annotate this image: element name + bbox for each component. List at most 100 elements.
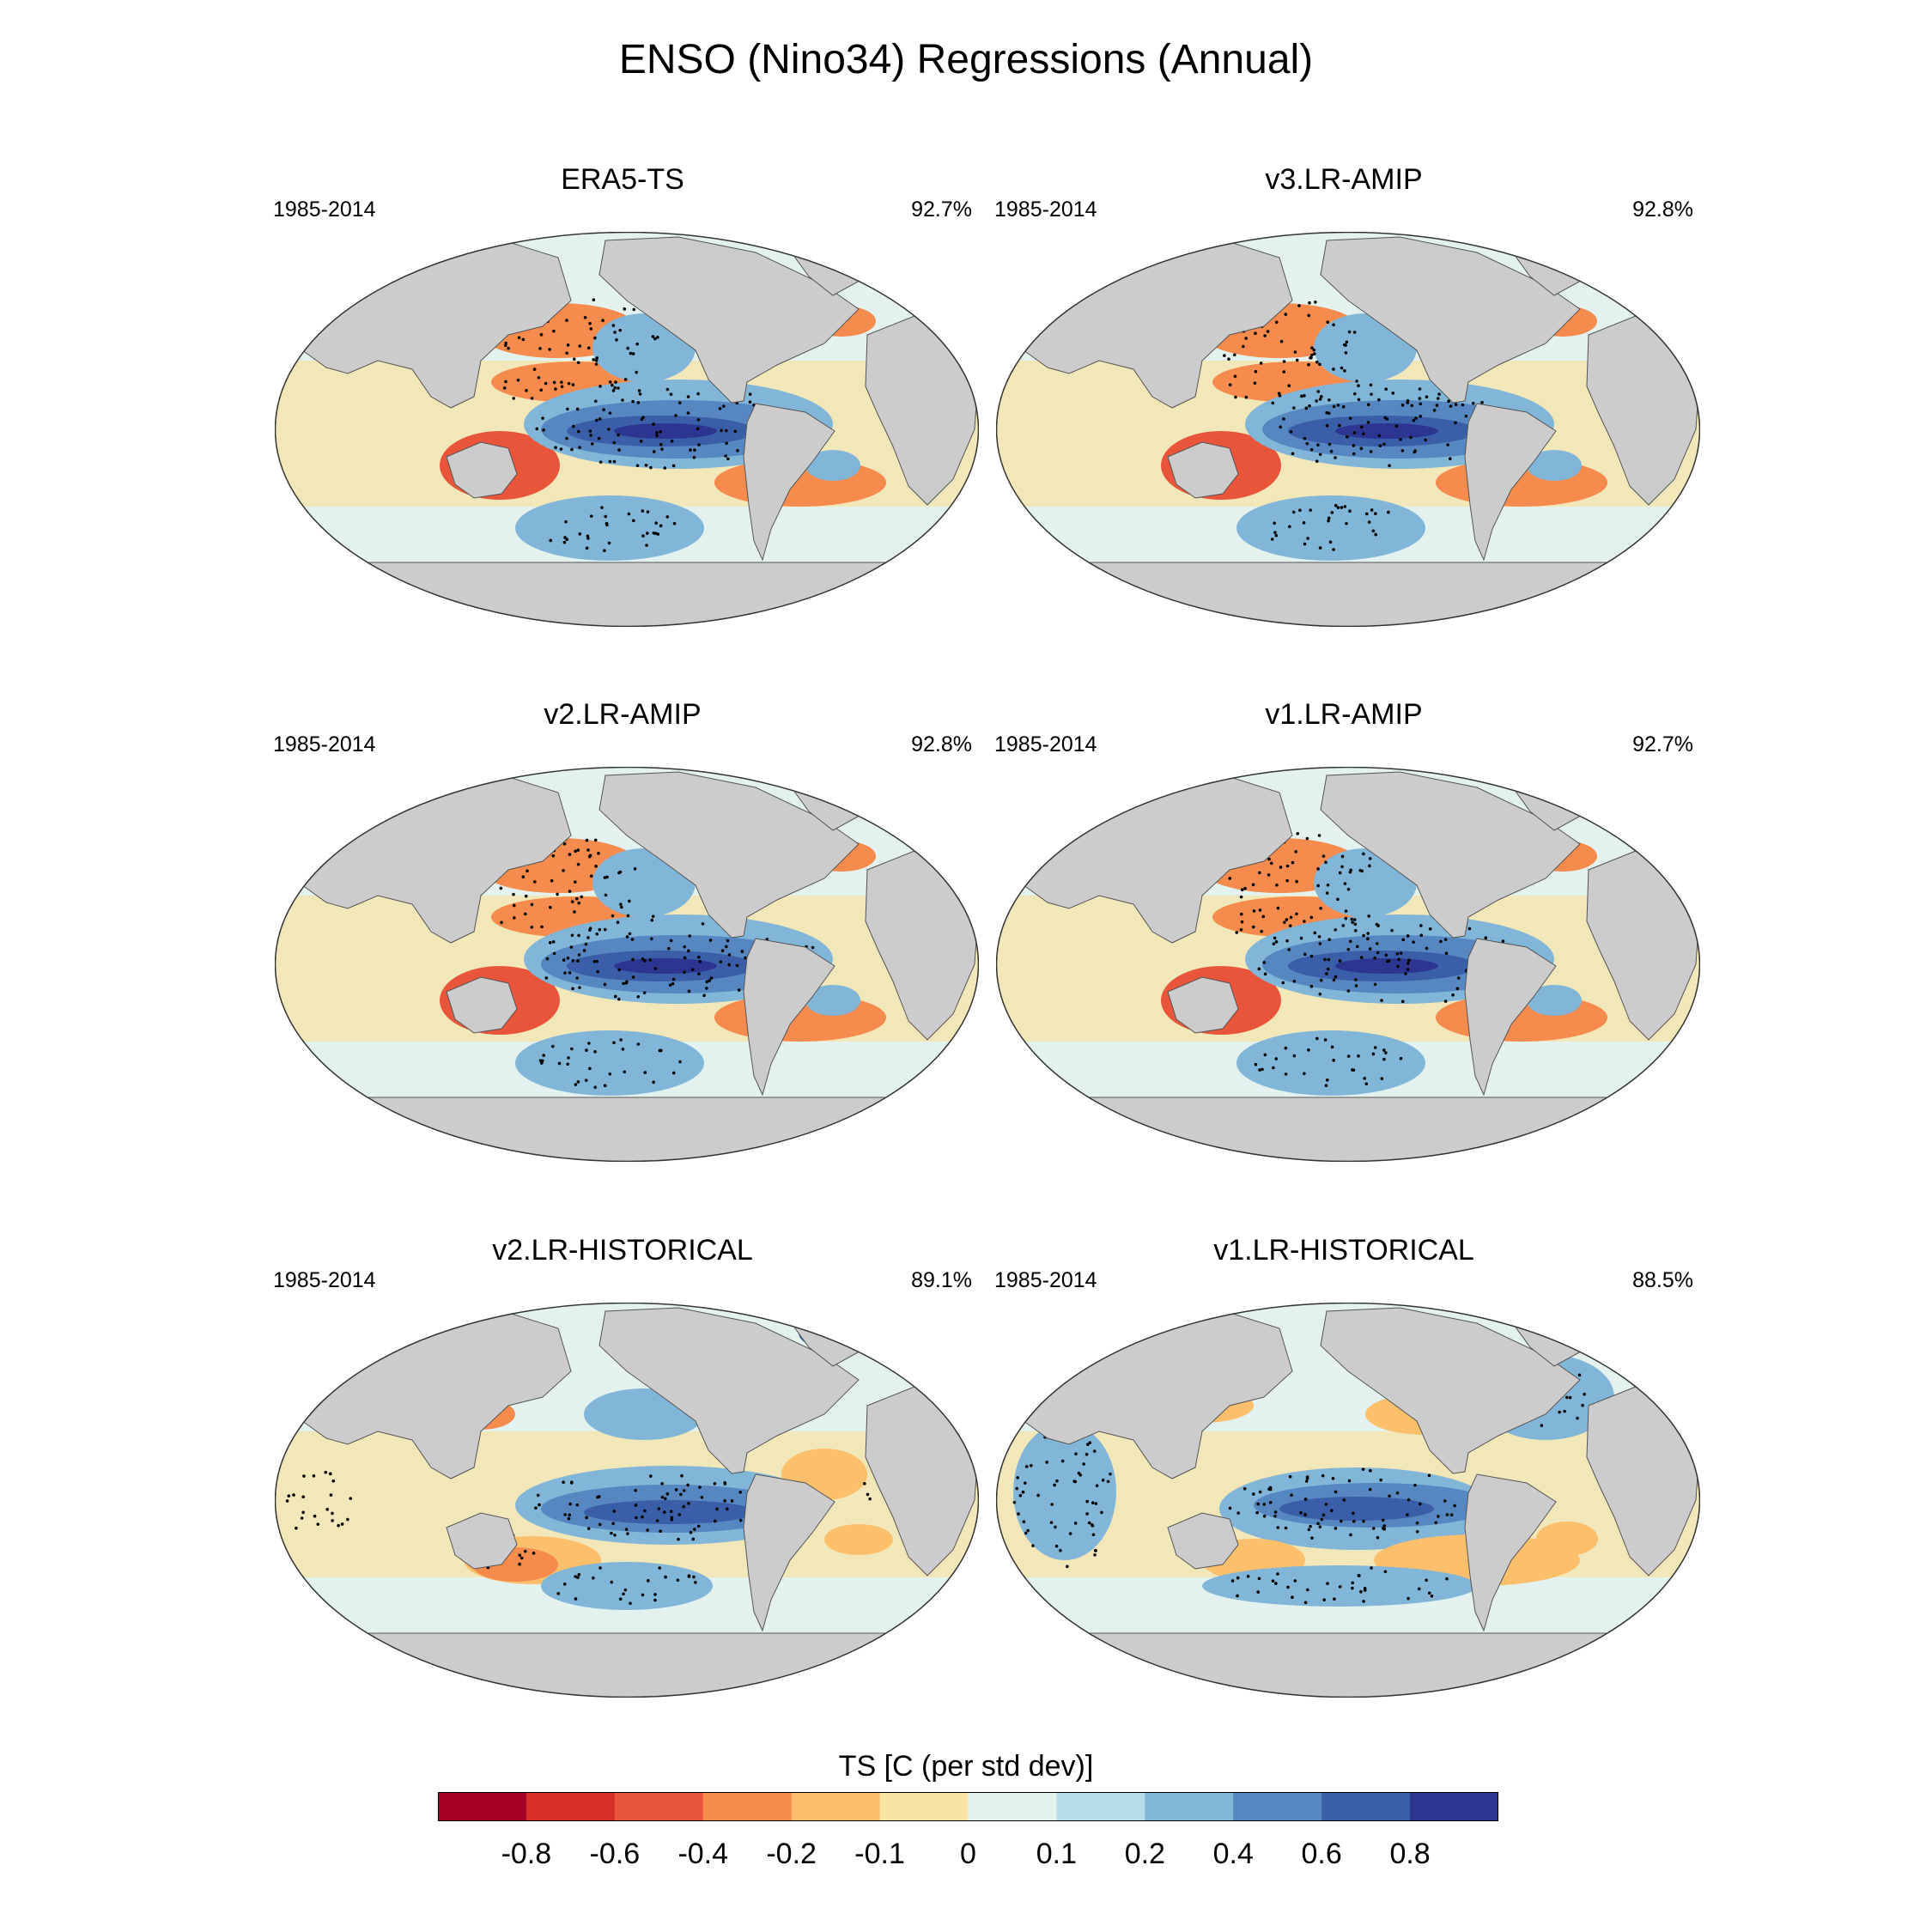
significance-stipple (659, 430, 662, 434)
significance-stipple (523, 1549, 527, 1553)
significance-stipple (1334, 456, 1337, 459)
significance-stipple (1274, 320, 1279, 325)
significance-stipple (1432, 409, 1437, 412)
significance-stipple (1384, 1051, 1388, 1054)
significance-stipple (1332, 978, 1336, 982)
significance-stipple (689, 448, 692, 452)
significance-stipple (649, 465, 653, 470)
world-map (996, 232, 1700, 627)
significance-stipple (557, 1061, 562, 1066)
significance-stipple (328, 1472, 332, 1476)
significance-stipple (1327, 957, 1331, 962)
significance-stipple (692, 1575, 696, 1579)
significance-stipple (1379, 1478, 1382, 1482)
significance-stipple (554, 387, 557, 391)
significance-stipple (1094, 1502, 1098, 1505)
significance-stipple (621, 398, 624, 402)
significance-stipple (652, 531, 656, 535)
significance-stipple (574, 1597, 578, 1601)
significance-stipple (589, 514, 593, 518)
significance-stipple (1373, 1046, 1377, 1049)
significance-stipple (588, 1066, 592, 1071)
significance-stipple (568, 1502, 572, 1506)
significance-stipple (1312, 352, 1316, 355)
significance-stipple (1308, 404, 1311, 408)
significance-stipple (1288, 525, 1291, 529)
significance-stipple (1268, 1500, 1273, 1504)
significance-stipple (576, 862, 580, 866)
significance-stipple (1362, 1600, 1365, 1603)
significance-stipple (1351, 1581, 1355, 1585)
significance-stipple (1326, 320, 1330, 325)
significance-stipple (295, 1526, 298, 1530)
significance-stipple (1430, 1595, 1434, 1598)
significance-stipple (1298, 508, 1302, 512)
anomaly-region (1335, 958, 1438, 974)
significance-stipple (1244, 337, 1248, 340)
significance-stipple (709, 976, 714, 980)
significance-stipple (1318, 1525, 1322, 1529)
anomaly-region (824, 1524, 893, 1555)
significance-stipple (1378, 444, 1382, 448)
significance-stipple (586, 346, 591, 349)
significance-stipple (692, 455, 696, 459)
anomaly-region (1236, 1030, 1425, 1096)
significance-stipple (1271, 1579, 1275, 1583)
significance-stipple (1021, 1490, 1025, 1494)
significance-stipple (676, 1578, 680, 1583)
world-map (996, 767, 1700, 1162)
significance-stipple (1288, 924, 1292, 927)
significance-stipple (1266, 330, 1270, 333)
panel-pattern-correlation: 92.8% (911, 732, 972, 756)
land-namerica (1320, 1307, 1581, 1474)
significance-stipple (1366, 403, 1370, 407)
significance-stipple (1289, 915, 1293, 920)
significance-stipple (1449, 457, 1452, 461)
significance-stipple (1303, 394, 1306, 398)
significance-stipple (1370, 508, 1374, 512)
significance-stipple (1357, 1573, 1361, 1577)
significance-stipple (670, 439, 674, 443)
significance-stipple (635, 370, 639, 374)
significance-stipple (535, 427, 539, 431)
significance-stipple (1327, 519, 1330, 523)
significance-stipple (593, 1050, 597, 1054)
significance-stipple (1338, 871, 1342, 875)
significance-stipple (738, 1518, 743, 1522)
significance-stipple (562, 1480, 565, 1485)
significance-stipple (1323, 957, 1327, 962)
significance-stipple (331, 1519, 334, 1522)
significance-stipple (292, 1493, 295, 1497)
significance-stipple (324, 1470, 328, 1474)
significance-stipple (1449, 404, 1453, 408)
significance-stipple (1415, 1521, 1419, 1525)
significance-stipple (1390, 928, 1394, 933)
significance-stipple (618, 328, 623, 332)
significance-stipple (504, 380, 507, 384)
significance-stipple (1336, 506, 1340, 509)
significance-stipple (604, 893, 608, 897)
significance-stipple (1261, 914, 1266, 919)
significance-stipple (1271, 401, 1275, 405)
significance-stipple (670, 1517, 674, 1522)
significance-stipple (1054, 1525, 1057, 1529)
significance-stipple (512, 903, 516, 908)
significance-stipple (1558, 1410, 1561, 1414)
significance-stipple (686, 395, 690, 398)
significance-stipple (1344, 909, 1348, 913)
significance-stipple (1234, 395, 1237, 399)
significance-stipple (507, 346, 510, 350)
significance-stipple (569, 945, 574, 949)
significance-stipple (811, 945, 815, 950)
significance-stipple (1303, 436, 1307, 440)
significance-stipple (1371, 529, 1376, 533)
significance-stipple (633, 866, 637, 871)
significance-stipple (1085, 1499, 1089, 1504)
significance-stipple (1346, 989, 1351, 993)
significance-stipple (541, 416, 544, 420)
significance-stipple (1400, 449, 1405, 453)
significance-stipple (1342, 1498, 1346, 1502)
significance-stipple (1412, 418, 1416, 422)
panel-pattern-correlation: 89.1% (911, 1268, 972, 1292)
land-australia (1167, 441, 1239, 499)
